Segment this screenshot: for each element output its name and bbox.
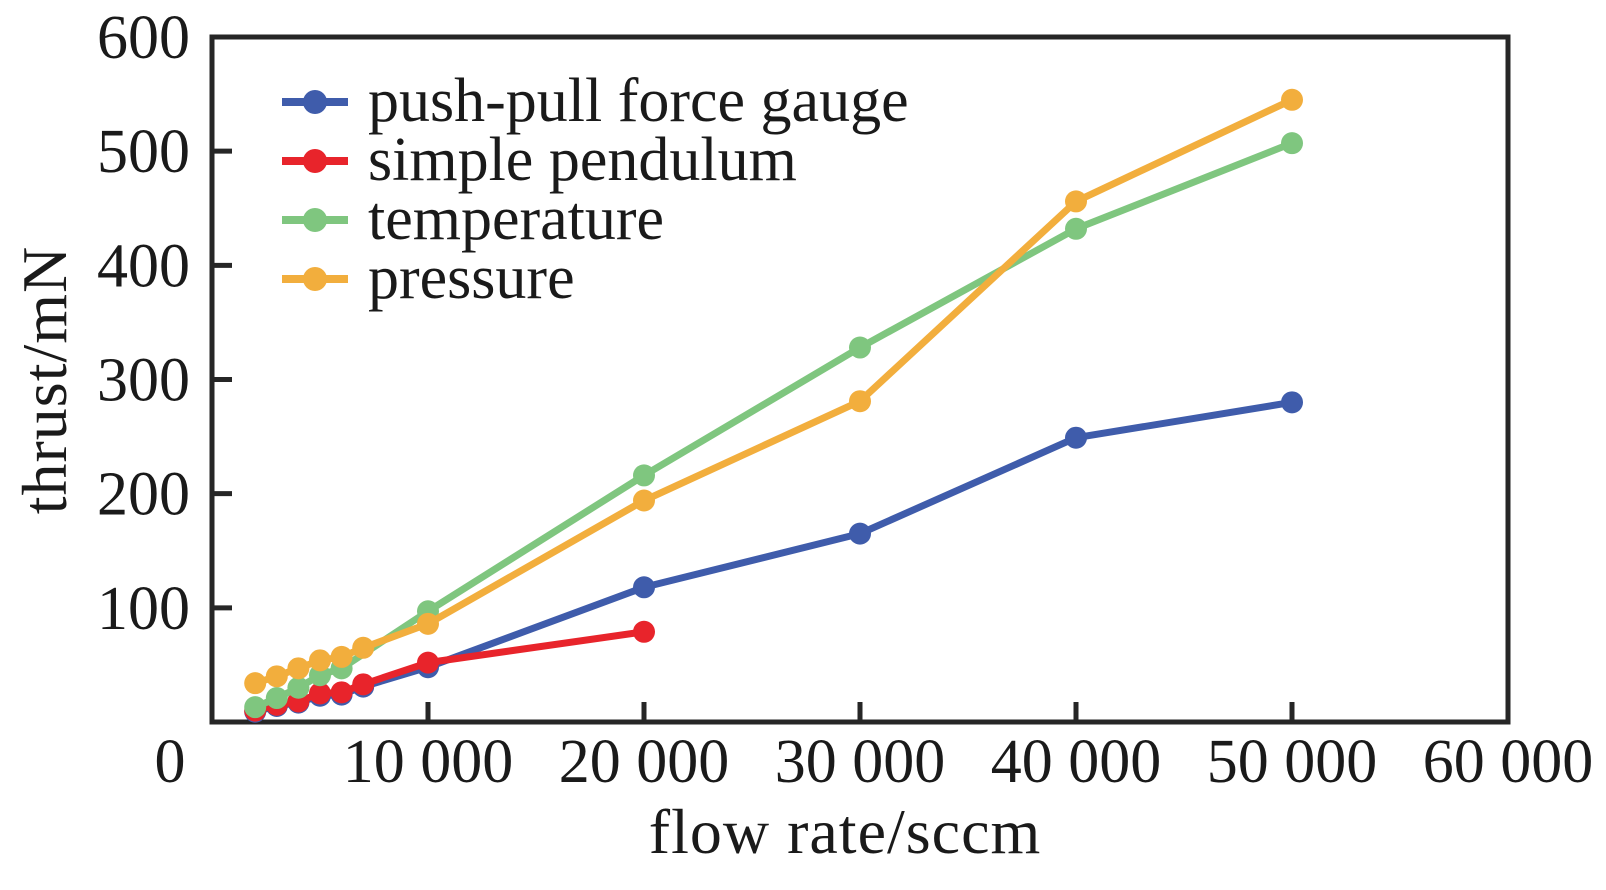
data-point-temperature <box>265 687 288 710</box>
y-tick-label: 200 <box>97 461 190 529</box>
y-tick-label: 600 <box>97 4 190 72</box>
legend-label-pressure: pressure <box>368 244 575 312</box>
data-point-pressure <box>330 645 353 668</box>
x-tick-label: 50 000 <box>1207 728 1378 796</box>
legend: push-pull force gauge simple pendulum te… <box>282 67 909 312</box>
data-point-push-pull-force-gauge <box>1065 426 1087 449</box>
y-tick-label: 500 <box>97 118 190 186</box>
data-point-pressure <box>1065 190 1087 213</box>
y-axis-title: thrust/mN <box>9 245 80 515</box>
data-point-pressure <box>309 649 331 672</box>
data-point-pressure <box>849 390 871 413</box>
data-point-push-pull-force-gauge <box>633 576 655 599</box>
y-tick-label: 300 <box>97 347 190 415</box>
data-point-simple-pendulum <box>352 673 375 696</box>
x-tick-label: 20 000 <box>559 728 730 796</box>
x-tick-label: 10 000 <box>343 728 514 796</box>
x-tick-label: 40 000 <box>991 728 1162 796</box>
x-axis-title: flow rate/sccm <box>648 796 1042 867</box>
data-point-simple-pendulum <box>309 682 331 705</box>
data-point-temperature <box>244 696 267 719</box>
legend-marker-push-pull-icon <box>282 89 348 114</box>
data-point-pressure <box>352 636 375 659</box>
x-tick-label: 60 000 <box>1423 728 1594 796</box>
x-tick-label: 30 000 <box>775 728 946 796</box>
y-tick-label: 100 <box>97 575 190 643</box>
data-point-pressure <box>417 612 439 635</box>
legend-label-push-pull: push-pull force gauge <box>368 67 909 135</box>
data-point-pressure <box>287 657 310 680</box>
data-point-push-pull-force-gauge <box>849 522 871 545</box>
data-point-temperature <box>287 676 310 699</box>
y-tick-label: 400 <box>97 232 190 300</box>
legend-marker-pendulum-icon <box>282 148 348 173</box>
legend-item-pendulum: simple pendulum <box>282 126 909 194</box>
legend-marker-pressure-icon <box>282 266 348 291</box>
data-point-temperature <box>849 336 871 359</box>
x-tick-label: 0 <box>155 728 186 796</box>
data-point-temperature <box>633 464 655 487</box>
legend-item-push-pull: push-pull force gauge <box>282 67 909 135</box>
legend-item-pressure: pressure <box>282 244 909 312</box>
data-point-push-pull-force-gauge <box>1281 391 1303 414</box>
legend-label-temperature: temperature <box>368 185 665 253</box>
data-point-simple-pendulum <box>330 681 353 704</box>
data-point-pressure <box>265 665 288 688</box>
data-point-temperature <box>1281 132 1303 155</box>
data-point-pressure <box>633 489 655 512</box>
legend-item-temperature: temperature <box>282 185 909 253</box>
legend-marker-temperature-icon <box>282 207 348 232</box>
data-point-pressure <box>1281 88 1303 111</box>
data-point-temperature <box>1065 217 1087 240</box>
data-point-pressure <box>244 672 267 695</box>
legend-label-pendulum: simple pendulum <box>368 126 797 194</box>
data-point-simple-pendulum <box>633 620 655 643</box>
data-point-simple-pendulum <box>417 651 439 674</box>
